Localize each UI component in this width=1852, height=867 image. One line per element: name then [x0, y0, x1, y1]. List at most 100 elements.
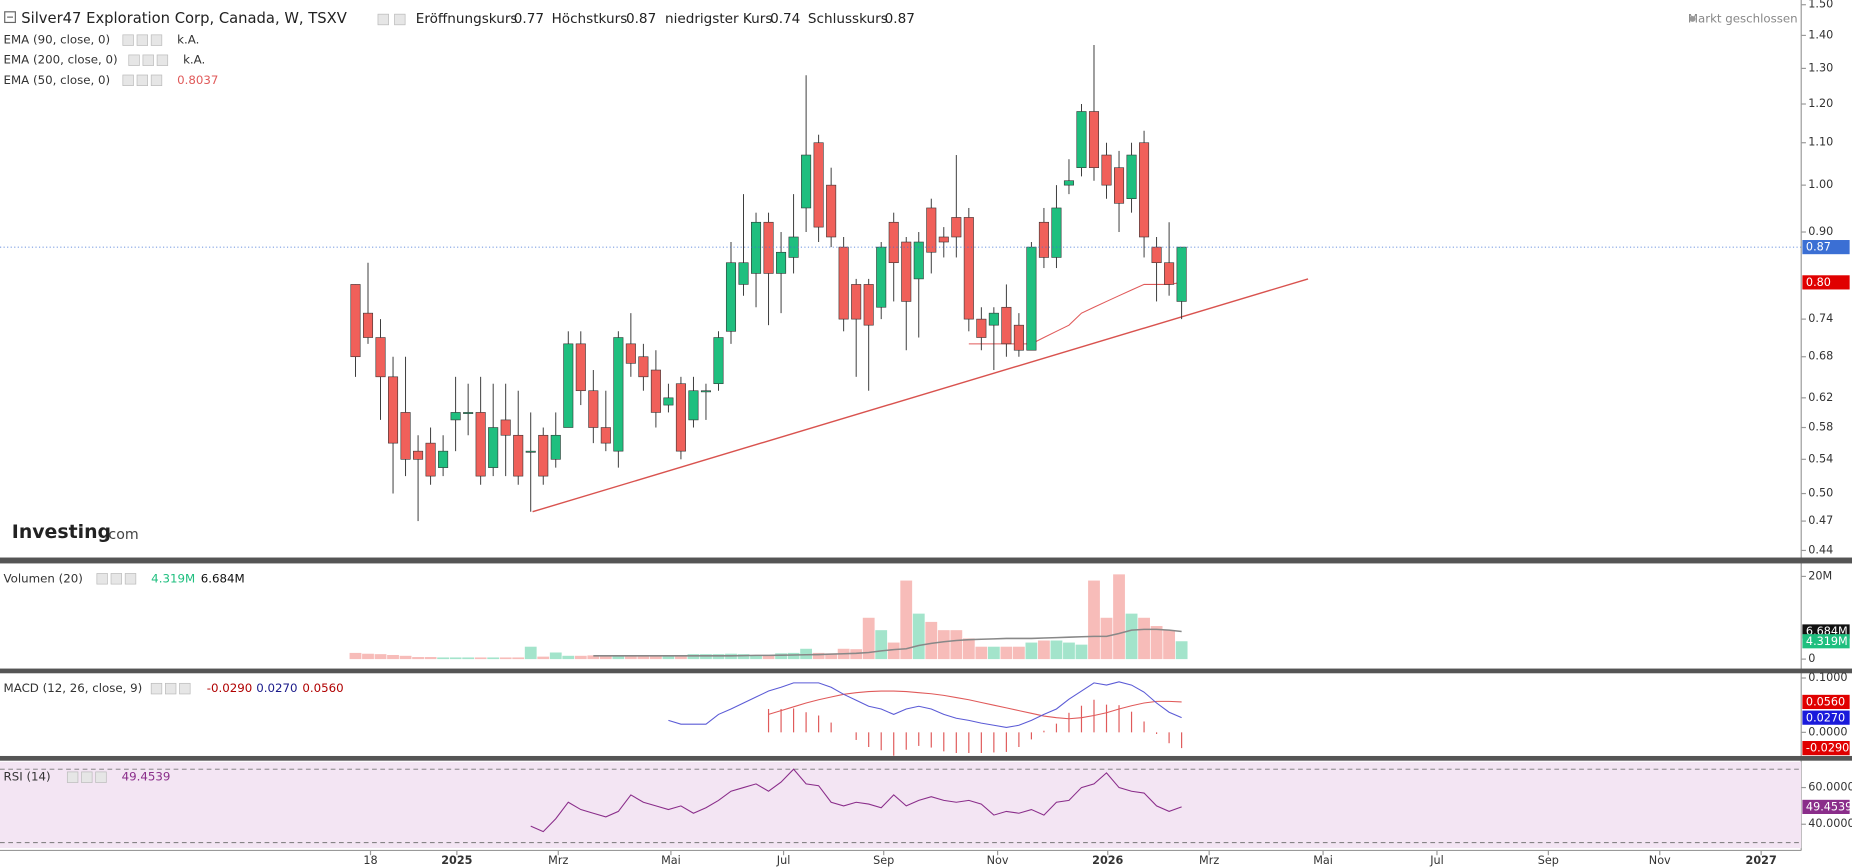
- toolbar-icon[interactable]: [110, 573, 123, 585]
- y-tick-label: 1.00: [1808, 178, 1833, 191]
- toolbar-icon[interactable]: [136, 34, 148, 46]
- volume-bar: [737, 654, 750, 660]
- candle-body: [1114, 167, 1125, 204]
- volume-bar: [612, 655, 625, 660]
- price-tag: 0.80: [1806, 276, 1831, 289]
- volume-bar: [687, 654, 700, 660]
- indicator-name: EMA (50, close, 0): [4, 73, 111, 87]
- x-tick-label: 18: [363, 854, 377, 867]
- signal-line: [768, 690, 1182, 720]
- y-tick-label: 0.47: [1808, 514, 1833, 527]
- x-tick-label: 2027: [1746, 854, 1777, 867]
- volume-bar: [912, 613, 925, 660]
- candle-body: [1076, 111, 1087, 168]
- x-tick-label: Nov: [987, 854, 1009, 867]
- collapse-icon[interactable]: [4, 11, 16, 24]
- y-tick-label: 60.0000: [1808, 781, 1852, 794]
- y-tick-label: 0.0000: [1808, 725, 1847, 738]
- x-tick-label: Sep: [1538, 854, 1559, 867]
- candle-body: [425, 442, 436, 477]
- toolbar-icon[interactable]: [150, 34, 163, 46]
- candle-body: [713, 337, 724, 385]
- candle-body: [913, 241, 924, 280]
- toolbar-icon[interactable]: [122, 74, 134, 86]
- volume-bar: [950, 630, 963, 660]
- toolbar-icon[interactable]: [377, 13, 389, 26]
- toolbar-icon[interactable]: [142, 54, 154, 66]
- candle-body: [1051, 207, 1062, 258]
- candle-body: [938, 236, 949, 243]
- toolbar-icon[interactable]: [122, 34, 134, 46]
- y-tick-label: 1.30: [1808, 61, 1833, 74]
- trendline: [532, 278, 1309, 513]
- chart-title: Silver47 Exploration Corp, Canada, W, TS…: [21, 10, 347, 27]
- price-tag-bg: [1802, 710, 1850, 725]
- price-tag: 49.4539: [1806, 800, 1852, 813]
- ohlc-label: niedrigster Kurs: [665, 11, 772, 27]
- legend-value: 0.0560: [302, 681, 343, 695]
- candle-body: [638, 356, 649, 378]
- candle-body: [513, 434, 524, 477]
- candle-body: [851, 284, 862, 320]
- volume-bar: [875, 630, 888, 660]
- candle-body: [725, 262, 737, 332]
- volume-bar: [437, 657, 450, 660]
- macd-line: [668, 681, 1182, 728]
- toolbar-icon[interactable]: [128, 54, 140, 66]
- indicator-value: k.A.: [183, 53, 205, 67]
- volume-bar: [1138, 617, 1150, 660]
- x-tick-label: Mai: [1313, 854, 1333, 867]
- volume-bar: [787, 652, 800, 660]
- toolbar-icon[interactable]: [165, 682, 177, 695]
- candle-body: [688, 390, 699, 421]
- legend-value: -0.0290: [207, 681, 253, 695]
- toolbar-icon[interactable]: [136, 74, 148, 86]
- y-tick-label: 1.40: [1808, 28, 1833, 41]
- volume-bar: [537, 656, 550, 660]
- volume-bar: [900, 580, 913, 660]
- candle-body: [475, 412, 486, 477]
- volume-bar: [800, 648, 813, 660]
- volume-bar: [487, 657, 500, 660]
- candle-body: [450, 412, 461, 421]
- toolbar-icon[interactable]: [394, 13, 406, 26]
- ohlc-value: 0.87: [626, 11, 656, 27]
- pane-separator: [0, 668, 1852, 674]
- candle-body: [350, 284, 361, 358]
- volume-bar: [1075, 644, 1088, 660]
- volume-bar: [850, 649, 863, 660]
- volume-bar: [424, 657, 437, 660]
- candle-body: [1088, 111, 1100, 168]
- candle-body: [1101, 154, 1112, 186]
- candle-body: [1126, 154, 1137, 199]
- toolbar-icon[interactable]: [150, 74, 163, 86]
- toolbar-icon[interactable]: [81, 771, 93, 783]
- volume-bar: [1012, 646, 1025, 660]
- price-tag-bg: [1802, 634, 1850, 649]
- toolbar-icon[interactable]: [96, 573, 108, 585]
- candle-body: [488, 427, 499, 468]
- toolbar-icon[interactable]: [95, 771, 107, 783]
- candle-body: [538, 434, 549, 477]
- candle-body: [976, 318, 987, 338]
- volume-bar: [1000, 646, 1013, 660]
- x-tick-label: Mrz: [548, 854, 568, 867]
- candle-body: [1026, 246, 1037, 351]
- candle-body: [1038, 221, 1049, 258]
- price-tag-bg: [1802, 240, 1850, 255]
- candle-body: [600, 427, 611, 444]
- toolbar-icon[interactable]: [124, 573, 137, 585]
- toolbar-icon[interactable]: [156, 54, 169, 66]
- candle-body: [763, 221, 774, 274]
- toolbar-icon[interactable]: [66, 771, 79, 783]
- watermark: Investing: [12, 521, 111, 543]
- ohlc-value: 0.87: [885, 11, 915, 27]
- candle-body: [663, 397, 674, 406]
- y-tick-label: 1.50: [1808, 0, 1833, 11]
- candle-body: [1176, 246, 1187, 302]
- price-tag-bg: [1802, 275, 1850, 290]
- toolbar-icon[interactable]: [179, 682, 191, 695]
- volume-bar: [374, 654, 387, 660]
- candle-body: [813, 142, 824, 228]
- toolbar-icon[interactable]: [150, 682, 163, 695]
